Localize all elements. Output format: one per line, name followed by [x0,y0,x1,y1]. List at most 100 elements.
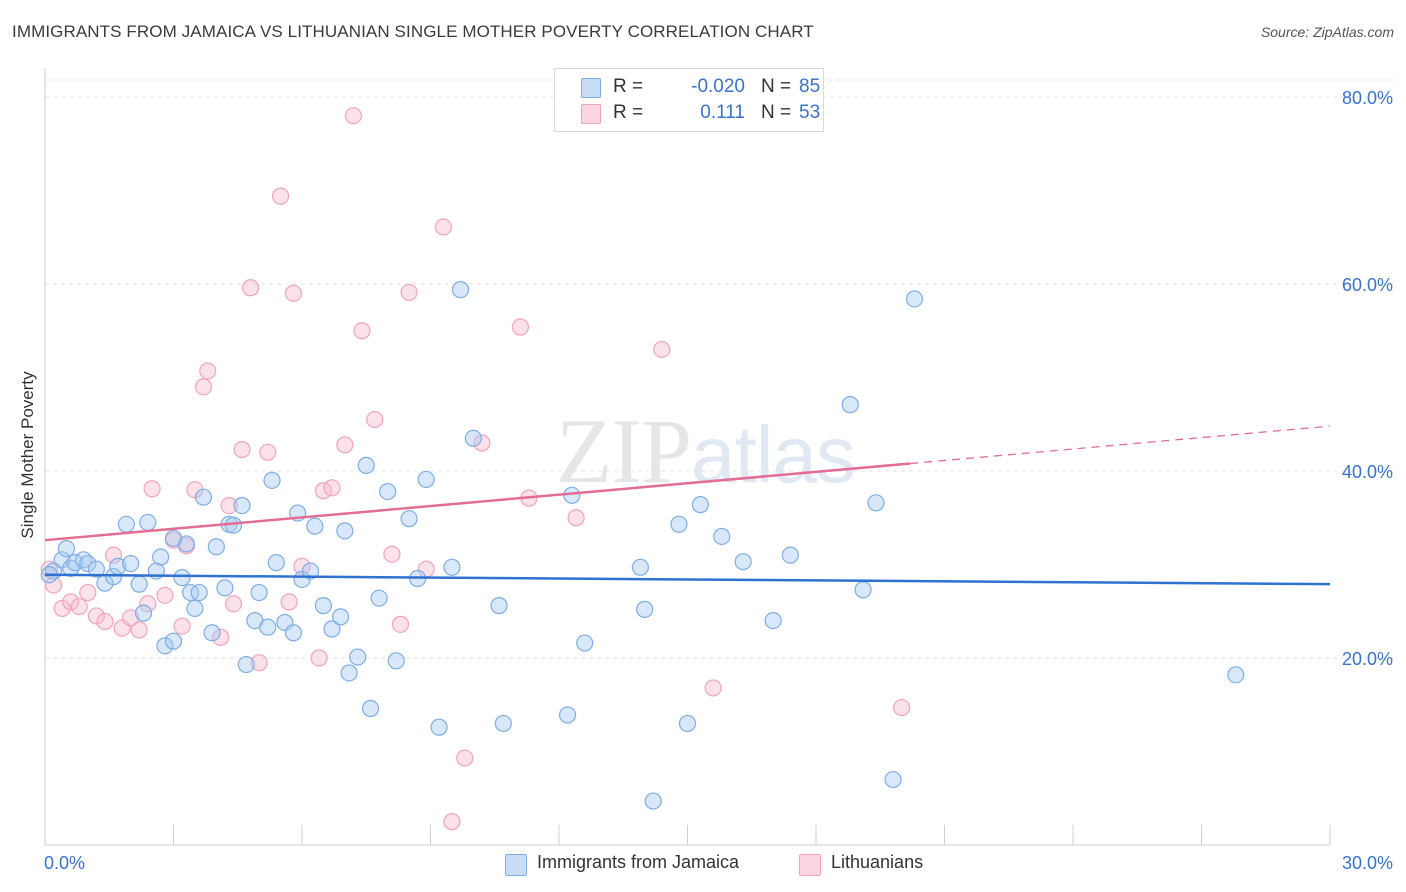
lithuanians-point [323,479,341,497]
lithuanians-point [143,480,161,498]
lithuanians-point [366,410,384,429]
jamaica-point [563,486,581,504]
legend-n-value: 53 [799,102,821,123]
axes [44,68,1331,846]
bottom-legend-swatch-lithuanians [799,854,821,876]
jamaica-point [387,652,405,670]
jamaica-point [691,496,709,514]
lithuanians-trend-extension [910,425,1331,465]
jamaica-point [884,770,902,789]
lithuanians-point [70,597,88,616]
watermark-atlas: atlas [691,410,856,499]
jamaica-point [490,597,508,615]
bottom-legend-label: Lithuanians [831,852,924,872]
lithuanians-point [53,599,71,618]
correlation-legend: R = -0.020 N = 85 R = 0.111 N = 53 [554,68,824,132]
lithuanians-point [87,607,106,625]
legend-r-label: R = [613,102,644,123]
legend-r-label: R = [613,76,644,97]
jamaica-point [576,634,594,652]
lithuanians-point [456,749,474,767]
jamaica-point [173,568,191,587]
jamaica-point [781,546,799,564]
lithuanians-point [271,187,290,205]
jamaica-point [443,558,461,576]
lithuanians-point [353,322,371,340]
jamaica-point [357,456,375,474]
lithuanians-point [62,593,80,611]
jamaica-point [263,471,281,489]
lithuanians-point [130,621,148,639]
lithuanians-point [139,595,157,613]
lithuanians-point [194,378,213,396]
jamaica-point [164,529,183,547]
lithuanians-point [391,615,410,633]
jamaica-point [400,510,418,528]
jamaica-point [631,558,649,576]
jamaica-point [57,540,76,558]
legend-r-value: -0.020 [691,76,745,97]
jamaica-point [349,648,367,666]
y-axis-label: Single Mother Poverty [18,371,37,539]
jamaica-point [1227,666,1245,684]
jamaica-point [117,515,135,533]
jamaica-point [259,618,277,636]
lithuanians-point [259,443,277,461]
lithuanians-point [220,496,238,515]
jamaica-point [370,589,388,607]
x-tick-label: 30.0% [1342,853,1393,873]
lithuanians-points [40,107,911,831]
jamaica-point [194,488,213,506]
jamaica-point [164,632,183,650]
jamaica-point [713,527,731,546]
tick-labels: 20.0% 40.0% 60.0% 80.0% 0.0% 30.0% [44,88,1393,873]
jamaica-points [40,281,1245,810]
lithuanians-point [212,628,230,647]
legend-n-label: N = [761,102,792,123]
lithuanians-point [233,440,251,459]
lithuanians-point [242,279,260,297]
legend-swatch-lithuanians [581,104,601,124]
jamaica-point [87,560,106,578]
jamaica-point [636,600,654,618]
jamaica-point [764,611,782,630]
jamaica-point [644,792,662,810]
jamaica-point [854,581,872,599]
chart-title: IMMIGRANTS FROM JAMAICA VS LITHUANIAN SI… [12,22,814,41]
lithuanians-point [400,283,418,302]
legend-n-value: 85 [799,76,821,97]
lithuanians-point [344,107,362,125]
y-tick-label: 20.0% [1342,649,1393,669]
jamaica-point [336,522,354,540]
lithuanians-point [310,649,328,667]
jamaica-point [267,554,285,572]
x-tick-label: 0.0% [44,853,85,873]
jamaica-point [734,553,752,571]
jamaica-point [331,608,350,626]
lithuanians-point [383,545,401,563]
lithuanians-point [122,609,140,627]
jamaica-point [104,568,123,586]
jamaica-point [558,706,577,724]
jamaica-point [670,515,688,533]
bottom-legend-label: Immigrants from Jamaica [537,852,740,872]
jamaica-point [156,637,174,655]
jamaica-point [207,538,225,556]
lithuanians-point [104,546,123,564]
jamaica-point [905,290,924,308]
trend-lines [44,425,1331,586]
lithuanians-point [284,284,303,302]
jamaica-point [203,624,221,642]
jamaica-point [323,620,341,638]
lithuanians-point [704,679,722,697]
jamaica-trend-line [44,573,1331,586]
lithuanians-trend-line [44,462,911,542]
lithuanians-point [336,436,354,454]
jamaica-point [361,699,380,718]
jamaica-point [841,396,859,414]
lithuanians-point [156,586,174,604]
y-tick-label: 40.0% [1342,462,1393,482]
lithuanians-point [173,617,191,635]
jamaica-point [417,470,435,489]
